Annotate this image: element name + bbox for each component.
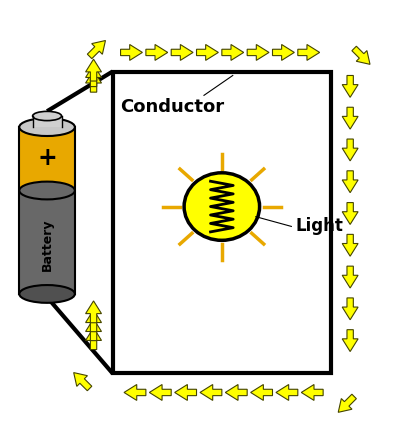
FancyArrow shape [149,384,171,400]
FancyArrow shape [276,384,298,400]
FancyArrow shape [342,139,358,161]
FancyArrow shape [86,328,102,350]
Ellipse shape [184,173,260,240]
FancyArrow shape [342,234,358,256]
FancyArrow shape [272,45,294,60]
FancyArrow shape [247,45,269,60]
FancyArrow shape [342,330,358,351]
FancyArrow shape [86,65,102,87]
FancyArrow shape [222,45,244,60]
Ellipse shape [19,181,75,199]
Text: Battery: Battery [40,218,54,271]
FancyArrow shape [342,266,358,288]
FancyArrow shape [251,384,272,400]
FancyArrow shape [120,45,142,60]
FancyArrow shape [86,70,102,92]
FancyArrow shape [86,319,102,341]
FancyArrow shape [352,46,370,64]
Text: +: + [37,145,57,169]
FancyArrow shape [175,384,196,400]
FancyArrow shape [74,373,92,391]
FancyArrow shape [338,394,356,412]
FancyArrow shape [225,384,247,400]
FancyArrow shape [301,384,323,400]
Ellipse shape [19,118,75,136]
FancyArrow shape [86,59,102,81]
FancyArrow shape [86,301,102,323]
FancyArrow shape [87,40,106,59]
Bar [19,127,75,190]
Bar [33,116,62,127]
FancyArrow shape [342,202,358,224]
FancyArrow shape [342,171,358,193]
FancyArrow shape [298,45,320,60]
Bar [113,72,331,373]
FancyArrow shape [171,45,193,60]
FancyArrow shape [342,298,358,320]
FancyArrow shape [124,384,146,400]
Bar [19,190,75,294]
FancyArrow shape [86,310,102,332]
FancyArrow shape [146,45,168,60]
Text: Light: Light [295,218,343,236]
Ellipse shape [33,112,62,121]
Ellipse shape [19,285,75,303]
FancyArrow shape [200,384,222,400]
Text: Conductor: Conductor [120,98,224,116]
FancyArrow shape [342,76,358,97]
FancyArrow shape [342,107,358,129]
FancyArrow shape [196,45,218,60]
